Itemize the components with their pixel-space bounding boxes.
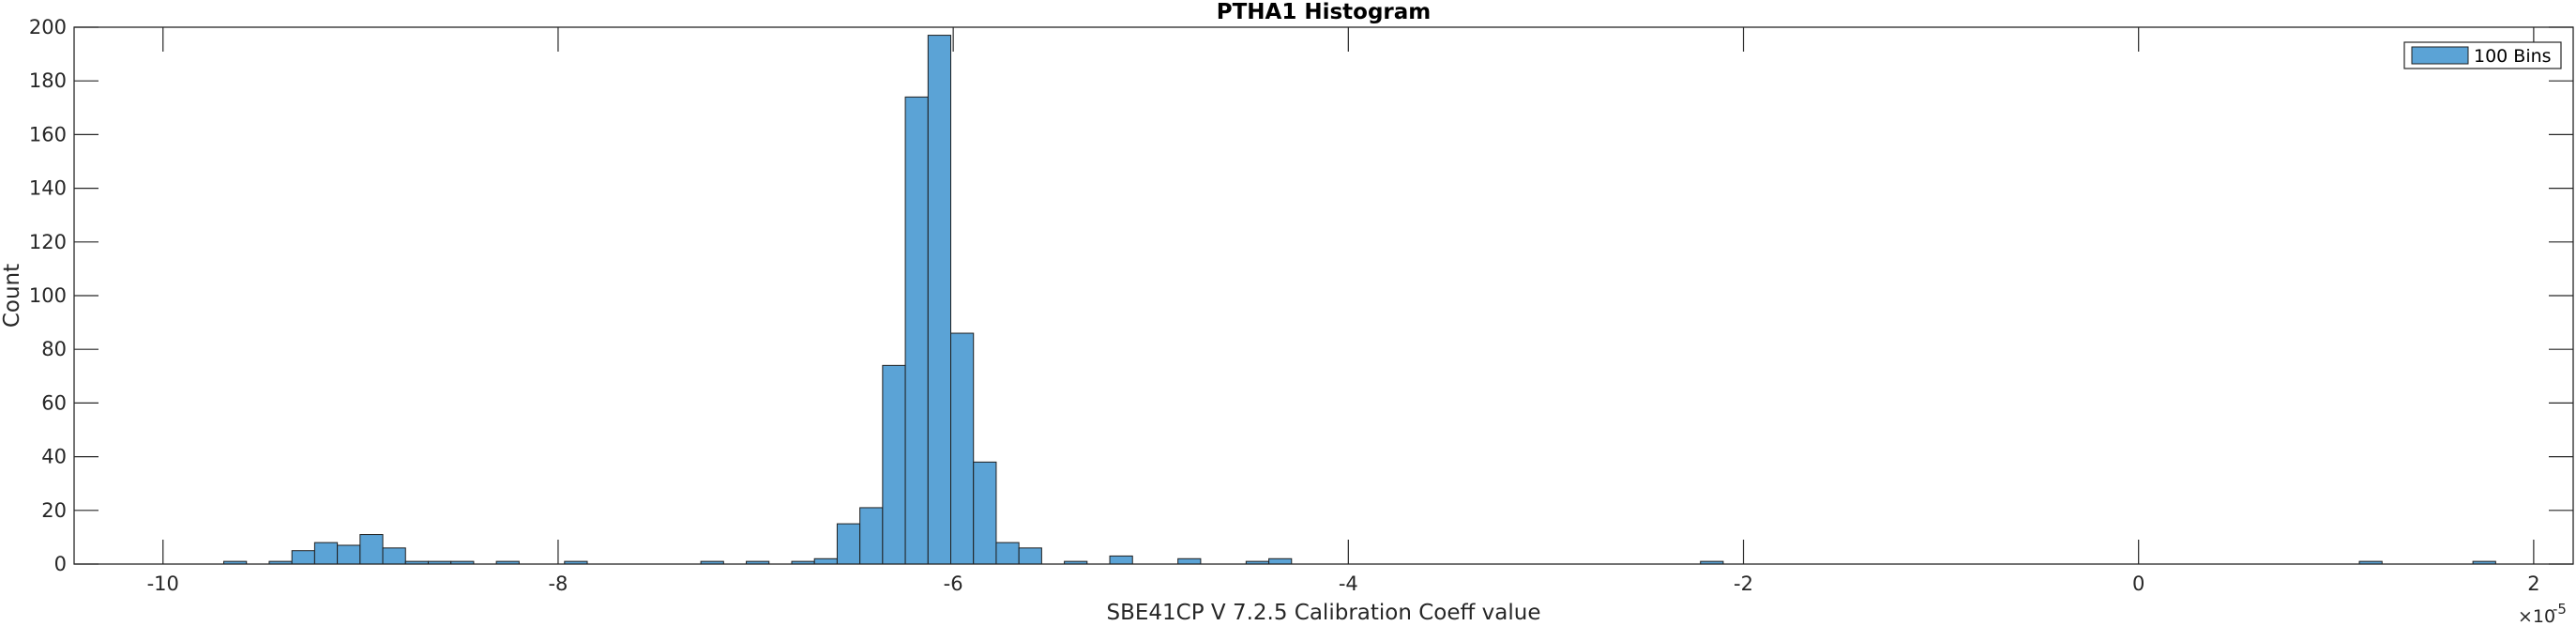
histogram-bar xyxy=(1177,557,1202,565)
legend-label: 100 Bins xyxy=(2474,46,2552,67)
x-tick-label: 0 xyxy=(2132,573,2144,595)
histogram-bar xyxy=(904,96,929,565)
plot-area xyxy=(74,27,2573,564)
x-axis-ticks: -10 -8 -6 -4 -2 0 2 xyxy=(147,27,2540,595)
x-axis-label: SBE41CP V 7.2.5 Calibration Coeff value xyxy=(1106,601,1540,625)
histogram-bar xyxy=(859,507,884,565)
x-tick-label: -10 xyxy=(147,573,179,595)
y-tick-label: 180 xyxy=(29,69,67,92)
legend-swatch xyxy=(2411,46,2469,65)
histogram-bar xyxy=(1109,555,1133,565)
x-multiplier-exponent: -5 xyxy=(2553,601,2567,618)
y-axis-ticks: 0 20 40 60 80 100 120 140 160 180 200 xyxy=(29,16,2573,575)
y-tick-label: 80 xyxy=(41,338,67,360)
histogram-bar xyxy=(973,461,997,565)
plot-frame xyxy=(73,26,2574,565)
histogram-bars xyxy=(223,35,2496,565)
histogram-bar xyxy=(291,550,315,565)
histogram-bar xyxy=(1018,547,1042,565)
histogram-bar xyxy=(313,542,339,565)
histogram-bar xyxy=(813,557,838,565)
y-tick-label: 20 xyxy=(41,499,67,522)
y-tick-label: 60 xyxy=(41,391,67,414)
histogram-bar xyxy=(950,332,975,565)
chart-title: PTHA1 Histogram xyxy=(1217,0,1432,24)
y-tick-label: 120 xyxy=(29,231,67,253)
x-axis-multiplier: ×10 -5 xyxy=(2518,601,2567,626)
y-tick-label: 160 xyxy=(29,123,67,145)
histogram-bar xyxy=(1268,557,1293,565)
x-tick-label: 2 xyxy=(2527,573,2539,595)
x-tick-label: -6 xyxy=(944,573,963,595)
histogram-bar xyxy=(337,544,361,565)
x-multiplier-base: ×10 xyxy=(2518,606,2555,626)
histogram-bar xyxy=(836,523,861,565)
x-tick-label: -4 xyxy=(1339,573,1358,595)
histogram-bar xyxy=(382,547,406,565)
y-tick-label: 100 xyxy=(29,284,67,307)
histogram-bar xyxy=(359,534,384,565)
histogram-bar xyxy=(995,542,1020,565)
y-tick-label: 200 xyxy=(29,16,67,38)
x-tick-label: -8 xyxy=(548,573,568,595)
legend: 100 Bins xyxy=(2403,41,2562,69)
x-tick-label: -2 xyxy=(1734,573,1753,595)
y-tick-label: 140 xyxy=(29,177,67,200)
y-tick-label: 0 xyxy=(54,553,67,575)
y-tick-label: 40 xyxy=(41,446,67,468)
histogram-bar xyxy=(882,364,906,565)
histogram-bar xyxy=(927,35,952,565)
y-axis-label: Count xyxy=(0,264,24,328)
